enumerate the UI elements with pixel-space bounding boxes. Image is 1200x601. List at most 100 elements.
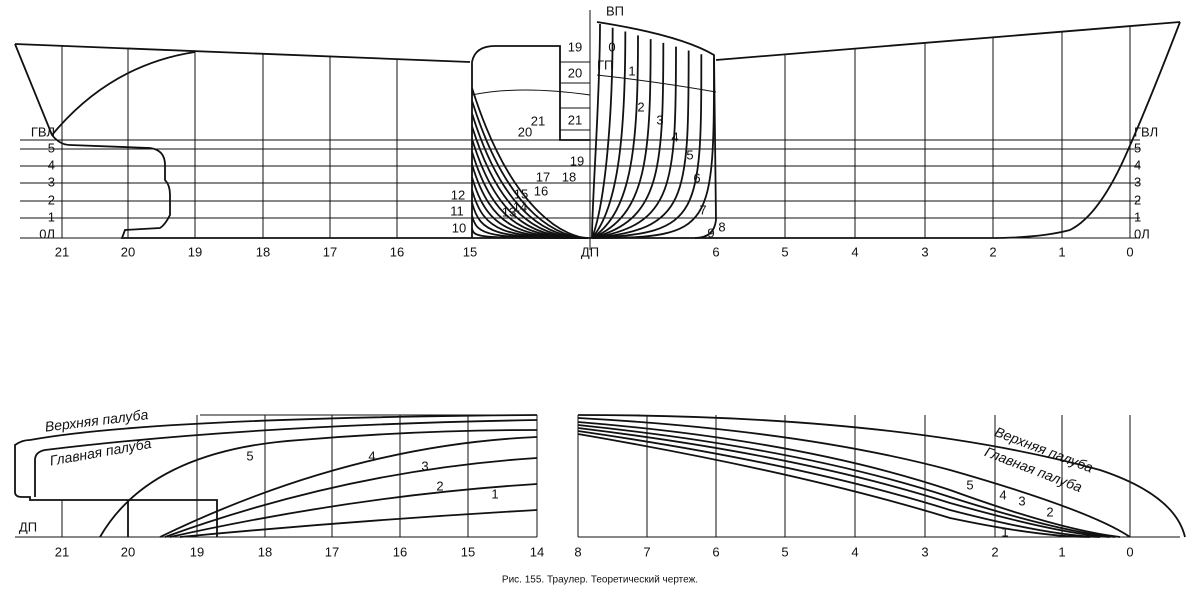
label: ГП (597, 57, 613, 72)
label: 18 (258, 544, 272, 559)
label: 4 (671, 129, 678, 144)
label: 1 (1058, 544, 1065, 559)
main-deck-line (471, 89, 591, 96)
label: 5 (686, 147, 693, 162)
waterline (577, 427, 1111, 538)
deck-label: Главная палуба (48, 435, 152, 469)
section (471, 227, 589, 239)
caption: Рис. 155. Траулер. Теоретический чертеж. (502, 575, 698, 586)
label: 1 (48, 209, 55, 224)
label: 3 (921, 544, 928, 559)
label: 17 (323, 244, 337, 259)
label: 2 (1046, 504, 1053, 519)
label: 8 (718, 219, 725, 234)
main-deck (577, 417, 1131, 538)
label: 1 (1058, 244, 1065, 259)
label: 14 (530, 544, 544, 559)
section (591, 42, 665, 239)
label: 19 (190, 544, 204, 559)
deck-line (14, 43, 471, 63)
label: 5 (781, 244, 788, 259)
label: 14 (513, 199, 527, 214)
label: 19 (568, 39, 582, 54)
label: 21 (55, 544, 69, 559)
label: 1 (628, 63, 635, 78)
label: 4 (851, 244, 858, 259)
label: 6 (712, 244, 719, 259)
label: 16 (534, 183, 548, 198)
center-label: ДП (19, 519, 37, 534)
label: 0 (1126, 244, 1133, 259)
label: 5 (1134, 140, 1141, 155)
label: 1 (1001, 524, 1008, 539)
label: 19 (188, 244, 202, 259)
label: 2 (991, 544, 998, 559)
label: 3 (421, 458, 428, 473)
label: 17 (325, 544, 339, 559)
body-outline-fore (596, 21, 717, 239)
label: 3 (921, 244, 928, 259)
label: 7 (699, 202, 706, 217)
label: 20 (121, 544, 135, 559)
section (591, 39, 652, 239)
label: 4 (48, 157, 55, 172)
label: 3 (1018, 493, 1025, 508)
upper-deck (29, 414, 538, 441)
section (591, 31, 627, 239)
main-deck (34, 419, 538, 497)
label: 5 (966, 477, 973, 492)
label: 13 (502, 204, 516, 219)
label: 3 (656, 112, 663, 127)
label: 20 (121, 244, 135, 259)
waterline (577, 424, 1116, 538)
label: 2 (1134, 192, 1141, 207)
section (591, 50, 690, 239)
section (591, 57, 715, 239)
label: 2 (637, 99, 644, 114)
section (591, 27, 614, 239)
section (591, 23, 601, 239)
label: 5 (781, 544, 788, 559)
label: 18 (562, 169, 576, 184)
label: 20 (568, 65, 582, 80)
label: 1 (1134, 209, 1141, 224)
upper-deck (577, 414, 1186, 538)
label: 2 (989, 244, 996, 259)
label: 10 (452, 220, 466, 235)
section (591, 35, 639, 239)
section (591, 54, 703, 239)
waterline (577, 433, 1091, 538)
label: 11 (450, 203, 464, 218)
waterline (164, 457, 538, 538)
label: ДП (581, 244, 599, 259)
label: 3 (1134, 174, 1141, 189)
deck-line (715, 21, 1181, 61)
label: 0Л (1134, 226, 1150, 241)
label: 4 (1134, 157, 1141, 172)
label: 5 (246, 448, 253, 463)
section (591, 46, 677, 239)
label: 16 (393, 544, 407, 559)
label: 2 (48, 192, 55, 207)
label: 18 (256, 244, 270, 259)
label: 9 (707, 225, 714, 240)
waterline (577, 421, 1121, 538)
label: 21 (55, 244, 69, 259)
label: 21 (568, 112, 582, 127)
stern-outline (14, 43, 590, 239)
waterline (577, 430, 1101, 538)
label: 8 (574, 544, 581, 559)
label: 17 (536, 169, 550, 184)
label: 4 (999, 487, 1006, 502)
waterline (99, 429, 538, 538)
label: ВП (606, 3, 624, 18)
label: 6 (712, 544, 719, 559)
label: 0 (1126, 544, 1133, 559)
label: 15 (514, 186, 528, 201)
main-deck-line (596, 74, 717, 93)
label: 7 (643, 544, 650, 559)
label: 6 (693, 170, 700, 185)
label: 15 (461, 544, 475, 559)
body-outline-aft (471, 45, 590, 238)
